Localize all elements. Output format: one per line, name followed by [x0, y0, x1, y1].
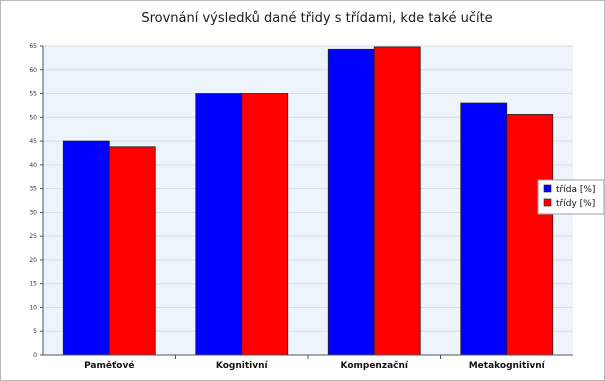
- y-tick-label: 10: [29, 304, 37, 311]
- y-tick-label: 40: [29, 162, 37, 169]
- y-tick-label: 45: [29, 138, 37, 145]
- y-axis-ticks: 0 5 10 15 20 25 30 35 40 45 50 55 60 65: [29, 43, 43, 359]
- bar-trida-0: [62, 140, 110, 356]
- y-tick-label: 0: [33, 352, 37, 359]
- bar-trida-1: [195, 93, 243, 356]
- bar-tridy-0: [108, 146, 156, 356]
- y-tick-label: 5: [33, 328, 37, 335]
- legend-swatch: [543, 184, 552, 193]
- bar-trida-2: [327, 48, 375, 356]
- bar-tridy-1: [241, 93, 289, 356]
- y-tick-label: 30: [29, 209, 37, 216]
- y-tick-label: 20: [29, 257, 37, 264]
- x-axis-categories: Paměťové Kognitivní Kompenzační Metakogniti…: [84, 355, 546, 371]
- bar-trida-3: [460, 102, 508, 356]
- x-category-label: Paměťové: [84, 360, 134, 371]
- y-tick-label: 55: [29, 91, 37, 98]
- x-category-label: Metakognitivní: [469, 361, 546, 371]
- y-tick-label: 25: [29, 233, 37, 240]
- legend-label: třídy [%]: [556, 199, 595, 209]
- legend-label: třída [%]: [556, 185, 595, 195]
- x-category-label: Kompenzační: [341, 360, 409, 371]
- y-tick-label: 50: [29, 114, 37, 121]
- legend: třída [%] třídy [%]: [537, 179, 604, 215]
- y-tick-label: 15: [29, 281, 37, 288]
- y-tick-label: 60: [29, 67, 37, 74]
- y-tick-label: 65: [29, 43, 37, 50]
- x-category-label: Kognitivní: [216, 361, 269, 371]
- bar-tridy-2: [373, 46, 421, 356]
- legend-swatch: [543, 198, 552, 207]
- bars: [62, 46, 554, 356]
- bar-tridy-3: [506, 114, 554, 356]
- y-tick-label: 35: [29, 186, 37, 193]
- chart-title: Srovnání výsledků dané třidy s třídami, …: [141, 11, 492, 26]
